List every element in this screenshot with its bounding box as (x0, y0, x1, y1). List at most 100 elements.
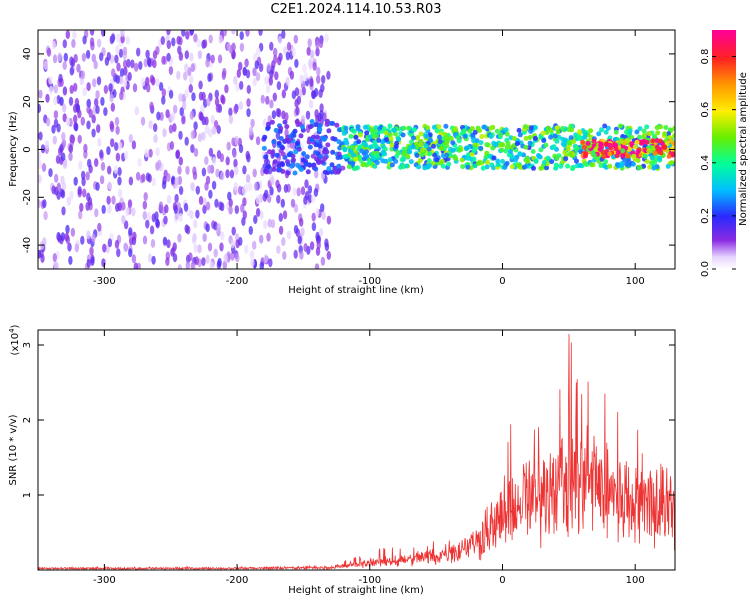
spectrogram-x-ticks: -300 -200 -100 0 100 (93, 30, 645, 287)
spectrogram-cell (86, 230, 91, 240)
snr-frame (37, 329, 676, 571)
spectrogram-cell (262, 134, 268, 140)
spectrogram-cell (598, 141, 604, 147)
spectrogram-cell (166, 52, 171, 62)
colorbar-tick-label: 0.0 (700, 261, 711, 277)
spectrogram-cell (318, 154, 323, 160)
spectrogram-cell (554, 138, 560, 144)
spectrogram-cell (116, 248, 121, 258)
spectrogram-cell (271, 148, 276, 158)
spectrogram-cell (364, 130, 370, 136)
spectrogram-cell (321, 75, 326, 84)
spectrogram-cell (264, 189, 269, 199)
spectrogram-cell (562, 150, 568, 155)
colorbar: 0.0 0.2 0.4 0.6 0.8 Normalized spectral ampl… (700, 30, 749, 277)
spectrogram-cell (220, 231, 225, 241)
spectrogram-cell (296, 146, 302, 152)
spectrogram-cell (544, 130, 550, 135)
spectrogram-cell (43, 211, 48, 221)
spectrogram-cell (450, 140, 456, 146)
spectrogram-cell (94, 158, 99, 167)
spectrogram-cell (672, 133, 675, 139)
spectrogram-cell (286, 152, 292, 158)
spectrogram-cell (329, 169, 335, 175)
spectrogram-cell (126, 58, 131, 68)
spectrogram-cell (500, 158, 506, 164)
spectrogram-cell (316, 66, 321, 76)
spectrogram-cell (396, 136, 402, 142)
spectrogram-cell (183, 202, 189, 212)
spectrogram-cell (145, 219, 150, 229)
spectrogram-cell (273, 54, 278, 64)
spectrogram-cell (85, 201, 90, 211)
spectrogram-cell (88, 164, 93, 174)
spectrogram-cell (68, 152, 73, 162)
spectrogram-cell (641, 128, 647, 134)
spectrogram-cell (277, 128, 283, 134)
snr-series-line (38, 333, 675, 570)
spectrogram-cell (56, 123, 61, 133)
spectrogram-cell (231, 30, 236, 35)
spectrogram-cell (577, 129, 582, 135)
spectrogram-cell (178, 186, 184, 195)
spectrogram-cell (517, 132, 523, 138)
spectrogram-cell (284, 112, 289, 122)
spectrogram-cell (285, 76, 290, 86)
spectrogram-cell (259, 261, 264, 269)
spectrogram-cell (270, 176, 275, 186)
spectrogram-cell (422, 165, 428, 171)
spectrogram-cell (308, 58, 313, 68)
spectrogram-cell (644, 124, 650, 130)
spectrogram-cell (113, 165, 119, 174)
spectrogram-cell (471, 148, 477, 154)
spectrogram-cell (230, 251, 235, 261)
spectrogram-cell (650, 155, 655, 161)
spectrogram-cell (146, 211, 152, 221)
spectrogram-cell (434, 157, 440, 163)
spectrogram-cell (410, 144, 416, 150)
spectrogram-cell (214, 198, 219, 208)
spectrogram-cell (652, 134, 657, 139)
spectrogram-cell (165, 109, 170, 119)
spectrogram-cell (86, 98, 92, 108)
spectrogram-cell (271, 139, 277, 145)
spectrogram-cell (471, 156, 477, 162)
spectrogram-cell (162, 128, 167, 138)
spectrogram-cell (307, 38, 312, 48)
spectrogram-cell (456, 147, 462, 153)
spectrogram-cell (61, 132, 66, 141)
spectrogram-cell (173, 104, 178, 114)
spectrogram-cell (272, 92, 277, 102)
spectrogram-cell (474, 138, 480, 144)
spectrogram-cell (596, 131, 602, 137)
spectrogram-cell (668, 138, 674, 144)
spectrogram-cell (359, 148, 365, 154)
spectrogram-cell (391, 127, 397, 133)
spectrogram-cell (125, 35, 130, 45)
spectrogram-cell (293, 249, 298, 259)
spectrogram-cell (484, 164, 490, 170)
spectrogram-cell (178, 212, 183, 222)
spectrogram-cell (336, 163, 342, 169)
spectrogram-cell (178, 51, 184, 61)
spectrogram-cell (160, 36, 165, 45)
spectrogram-cell (637, 126, 643, 132)
spectrogram-cell (89, 37, 95, 47)
spectrogram-cell (321, 211, 326, 220)
spectrogram-cell (326, 215, 332, 225)
spectrogram-cell (193, 147, 199, 157)
spectrogram-cell (353, 134, 359, 140)
spectrogram-cell (68, 96, 74, 106)
spectrogram-cell (344, 140, 350, 146)
spectrogram-cell (311, 222, 317, 232)
spectrogram-cell (165, 257, 170, 266)
spectrogram-cell (96, 76, 102, 86)
spectrogram-cell (149, 74, 155, 84)
spectrogram-cell (201, 131, 206, 141)
spectrogram-cell (352, 166, 358, 171)
spectrogram-cell (265, 84, 271, 94)
spectrogram-y-ticks: -40 -20 0 20 40 (22, 48, 675, 253)
snr-y-ticks: 1 2 3 (22, 342, 675, 498)
spectrogram-cell (202, 39, 208, 49)
spectrogram-cell (263, 219, 268, 229)
